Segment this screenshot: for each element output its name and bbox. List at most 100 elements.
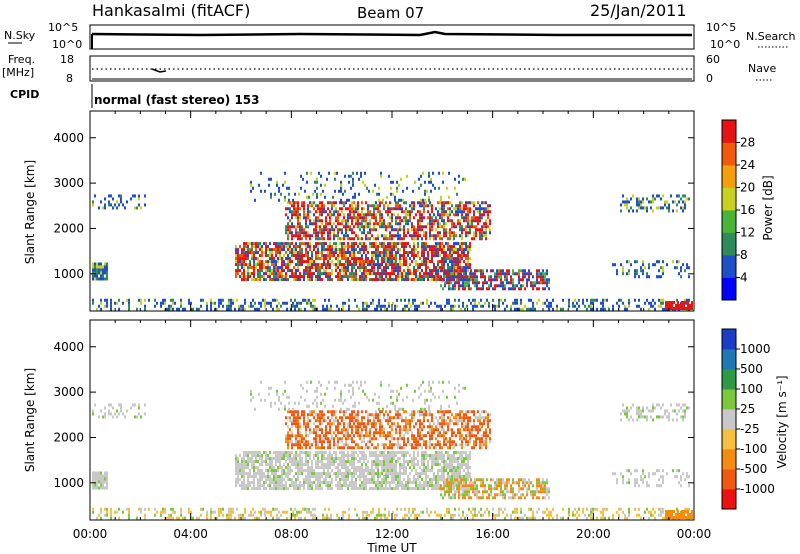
range-cell <box>377 469 379 473</box>
range-cell <box>590 301 592 305</box>
range-cell <box>320 192 322 196</box>
range-cell <box>399 222 401 226</box>
range-cell <box>230 516 232 520</box>
range-cell <box>337 263 339 267</box>
range-cell <box>364 516 366 520</box>
range-cell <box>320 174 322 178</box>
range-cell <box>267 478 269 482</box>
range-cell <box>331 228 333 232</box>
range-cell <box>390 180 392 184</box>
range-cell <box>320 183 322 187</box>
range-cell <box>460 307 462 311</box>
range-cell <box>584 513 586 517</box>
range-cell <box>287 260 289 264</box>
range-cell <box>411 487 413 491</box>
range-cell <box>427 257 429 261</box>
range-cell <box>254 198 256 202</box>
range-cell <box>467 269 469 273</box>
range-cell <box>305 475 307 479</box>
range-cell <box>351 254 353 258</box>
range-cell <box>453 472 455 476</box>
range-cell <box>391 234 393 238</box>
range-cell <box>461 257 463 261</box>
range-cell <box>289 410 291 414</box>
range-cell <box>397 207 399 211</box>
range-cell <box>403 275 405 279</box>
range-cell <box>686 263 688 267</box>
range-cell <box>451 466 453 470</box>
range-cell <box>164 510 166 514</box>
range-cell <box>397 204 399 208</box>
range-cell <box>443 457 445 461</box>
range-cell <box>334 171 336 175</box>
range-cell <box>460 284 462 288</box>
range-cell <box>347 478 349 482</box>
range-cell <box>477 207 479 211</box>
range-cell <box>273 263 275 267</box>
range-cell <box>483 231 485 235</box>
range-cell <box>228 304 230 308</box>
range-cell <box>307 475 309 479</box>
range-cell <box>277 245 279 249</box>
range-cell <box>393 257 395 261</box>
range-cell <box>366 510 368 514</box>
range-cell <box>413 225 415 229</box>
range-cell <box>315 440 317 444</box>
range-cell <box>303 278 305 282</box>
range-cell <box>403 487 405 491</box>
range-cell <box>409 257 411 261</box>
range-cell <box>110 403 112 407</box>
range-cell <box>351 216 353 220</box>
range-cell <box>253 466 255 470</box>
range-cell <box>319 472 321 476</box>
range-cell <box>528 307 530 311</box>
range-cell <box>285 475 287 479</box>
range-cell <box>498 301 500 305</box>
range-cell <box>459 234 461 238</box>
range-cell <box>277 275 279 279</box>
range-cell <box>357 260 359 264</box>
range-cell <box>608 307 610 311</box>
range-cell <box>363 275 365 279</box>
range-cell <box>572 301 574 305</box>
range-cell <box>469 225 471 229</box>
range-cell <box>267 454 269 458</box>
range-cell <box>453 475 455 479</box>
range-cell <box>475 219 477 223</box>
range-cell <box>345 260 347 264</box>
range-cell <box>329 472 331 476</box>
range-cell <box>289 437 291 441</box>
range-cell <box>658 298 660 302</box>
range-cell <box>612 263 614 267</box>
range-cell <box>441 263 443 267</box>
range-cell <box>673 301 675 305</box>
range-cell <box>376 516 378 520</box>
range-cell <box>376 304 378 308</box>
range-cell <box>364 171 366 175</box>
range-cell <box>461 251 463 255</box>
range-cell <box>435 484 437 488</box>
range-cell <box>260 304 262 308</box>
range-cell <box>291 443 293 447</box>
range-cell <box>247 463 249 467</box>
range-cell <box>417 478 419 482</box>
range-cell <box>273 457 275 461</box>
range-cell <box>425 225 427 229</box>
range-cell <box>451 254 453 258</box>
range-cell <box>283 478 285 482</box>
range-cell <box>415 487 417 491</box>
range-cell <box>269 469 271 473</box>
range-cell <box>455 451 457 455</box>
range-cell <box>323 245 325 249</box>
range-cell <box>278 189 280 193</box>
range-cell <box>295 484 297 488</box>
range-cell <box>365 269 367 273</box>
range-cell <box>311 260 313 264</box>
range-cell <box>335 266 337 270</box>
range-cell <box>437 201 439 205</box>
range-cell <box>421 228 423 232</box>
range-cell <box>438 186 440 190</box>
range-cell <box>305 457 307 461</box>
range-cell <box>281 278 283 282</box>
range-cell <box>473 225 475 229</box>
